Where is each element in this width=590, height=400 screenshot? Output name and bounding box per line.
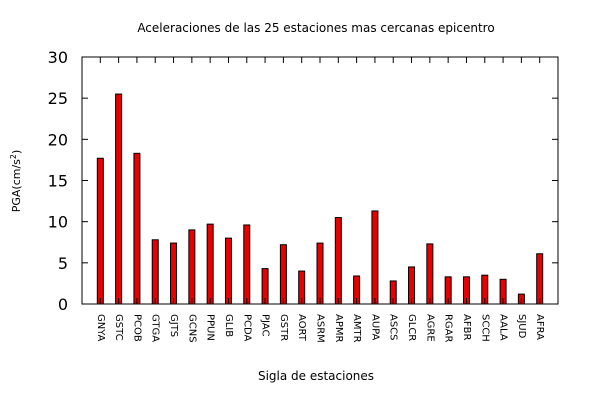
y-tick-label-10: 10: [48, 213, 68, 232]
x-tick-label-pcob: PCOB: [131, 314, 142, 342]
y-tick-label-15: 15: [48, 172, 68, 191]
x-tick-label-gstc: GSTC: [113, 314, 124, 341]
x-tick-label-afra: AFRA: [534, 314, 545, 340]
bars-group: [96, 93, 544, 305]
y-axis: 0 5 10 15 20 25 30: [48, 48, 558, 314]
x-axis: GNYA GSTC PCOB GTGA GJTS GCNS PPUN GLIB PCDA PJAC…: [95, 57, 545, 343]
bar-pcob: [133, 152, 141, 305]
bar-gstr: [279, 244, 287, 305]
x-tick-label-aort: AORT: [296, 314, 307, 342]
x-tick-label-apmr: APMR: [333, 314, 344, 342]
x-tick-label-aupa: AUPA: [369, 314, 380, 341]
y-axis-label-end: ): [10, 150, 23, 154]
y-tick-label-5: 5: [58, 254, 68, 273]
x-tick-label-glib: GLIB: [223, 314, 234, 337]
y-axis-label: PGA(cm/s2): [9, 150, 23, 213]
x-tick-label-amtr: AMTR: [351, 314, 362, 343]
x-tick-label-afbr: AFBR: [461, 314, 472, 340]
bar-gstc: [115, 93, 123, 305]
chart-title: Aceleraciones de las 25 estaciones mas c…: [137, 21, 494, 35]
x-tick-label-sjud: SJUD: [516, 314, 527, 339]
x-tick-label-gtga: GTGA: [150, 314, 161, 342]
x-tick-label-pcda: PCDA: [241, 314, 252, 342]
y-axis-label-base: PGA(cm/s: [10, 159, 23, 212]
bar-aupa: [371, 210, 379, 305]
bar-asrm: [316, 242, 324, 305]
x-tick-label-aala: AALA: [498, 314, 509, 341]
bar-pcda: [243, 224, 251, 305]
x-tick-label-gjts: GJTS: [168, 314, 179, 337]
x-axis-label: Sigla de estaciones: [258, 369, 374, 383]
x-tick-label-ppun: PPUN: [205, 314, 216, 341]
y-tick-label-25: 25: [48, 89, 68, 108]
y-tick-label-20: 20: [48, 130, 68, 149]
plot-frame: [81, 56, 559, 305]
y-tick-label-30: 30: [48, 48, 68, 67]
bar-agre: [426, 243, 434, 305]
x-tick-label-gnya: GNYA: [95, 314, 106, 342]
x-tick-label-glcr: GLCR: [406, 314, 417, 341]
x-tick-label-scch: SCCH: [479, 314, 490, 342]
y-tick-label-0: 0: [58, 295, 68, 314]
y-axis-label-exponent: 2: [9, 154, 18, 159]
x-tick-label-ascs: ASCS: [388, 314, 399, 341]
x-tick-label-agre: AGRE: [424, 314, 435, 342]
bar-gtga: [151, 239, 159, 305]
bar-afra: [536, 253, 544, 305]
bar-gnya: [96, 157, 104, 305]
x-tick-label-pjac: PJAC: [260, 314, 271, 336]
bar-apmr: [334, 217, 342, 305]
x-tick-label-asrm: ASRM: [315, 314, 326, 343]
bar-gjts: [170, 242, 178, 305]
x-tick-label-gcns: GCNS: [186, 314, 197, 343]
x-tick-label-rgar: RGAR: [443, 314, 454, 343]
x-tick-label-gstr: GSTR: [278, 314, 289, 341]
bar-gcns: [188, 229, 196, 305]
bar-ppun: [206, 223, 214, 305]
bar-glib: [224, 237, 232, 305]
